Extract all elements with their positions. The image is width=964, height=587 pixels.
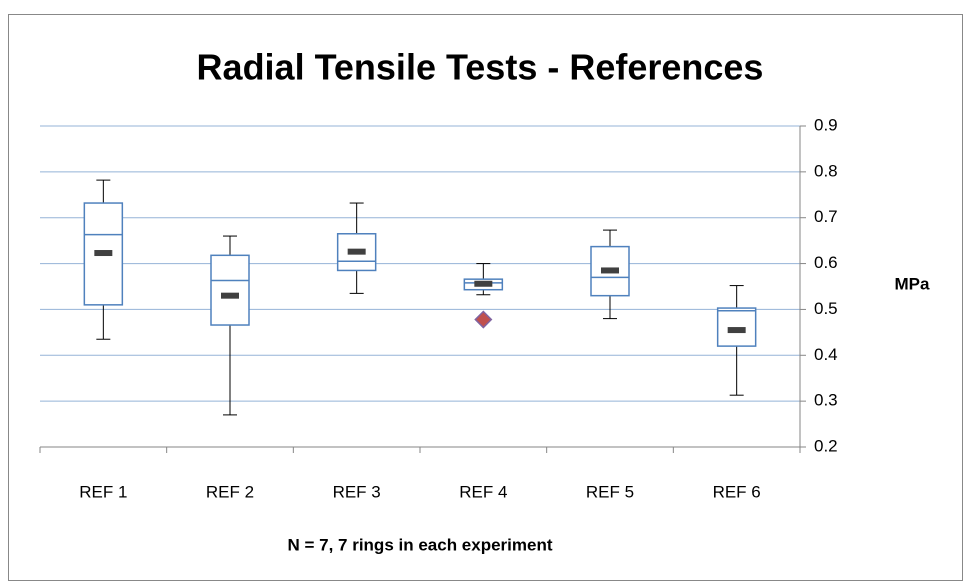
x-tick-label: REF 1 bbox=[79, 482, 127, 501]
y-tick-label: 0.2 bbox=[814, 436, 838, 455]
y-tick-label: 0.3 bbox=[814, 391, 838, 410]
x-axis-label: N = 7, 7 rings in each experiment bbox=[287, 535, 552, 554]
y-tick-label: 0.8 bbox=[814, 161, 838, 180]
box bbox=[210, 254, 250, 326]
chart-border bbox=[8, 14, 963, 581]
x-tick-label: REF 2 bbox=[206, 482, 254, 501]
mean-marker bbox=[727, 327, 746, 334]
y-tick-label: 0.9 bbox=[814, 115, 838, 134]
mean-marker bbox=[94, 250, 113, 257]
y-tick-label: 0.7 bbox=[814, 207, 838, 226]
y-axis-label: MPa bbox=[895, 274, 931, 293]
y-tick-label: 0.6 bbox=[814, 253, 838, 272]
mean-marker bbox=[221, 292, 239, 299]
mean-marker bbox=[347, 248, 366, 255]
x-tick-label: REF 5 bbox=[586, 482, 634, 501]
mean-marker bbox=[474, 280, 493, 287]
outlier bbox=[474, 310, 493, 329]
x-tick-label: REF 3 bbox=[333, 482, 381, 501]
x-tick-label: REF 4 bbox=[459, 482, 507, 501]
chart-title: Radial Tensile Tests - References bbox=[197, 47, 764, 88]
y-tick-label: 0.4 bbox=[814, 345, 838, 364]
x-tick-label: REF 6 bbox=[713, 482, 761, 501]
y-tick-label: 0.5 bbox=[814, 299, 838, 318]
mean-marker bbox=[601, 267, 619, 274]
